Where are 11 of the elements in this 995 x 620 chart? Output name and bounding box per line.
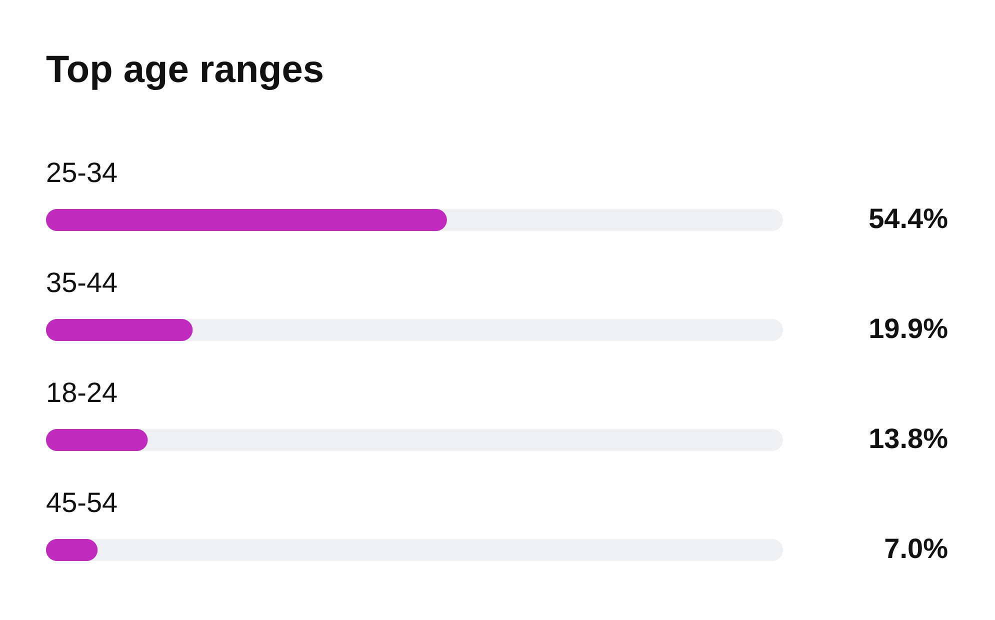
data-label: 54.4%	[868, 203, 948, 234]
data-label: 19.9%	[868, 313, 948, 344]
data-label: 7.0%	[884, 533, 948, 564]
bar	[46, 429, 148, 451]
y-tick-label: 45-54	[46, 487, 118, 518]
y-tick-label: 35-44	[46, 267, 118, 298]
chart-title: Top age ranges	[46, 49, 324, 91]
y-tick-label: 25-34	[46, 157, 118, 188]
y-tick-label: 18-24	[46, 377, 118, 408]
data-label: 13.8%	[868, 423, 948, 454]
bar	[46, 319, 193, 341]
